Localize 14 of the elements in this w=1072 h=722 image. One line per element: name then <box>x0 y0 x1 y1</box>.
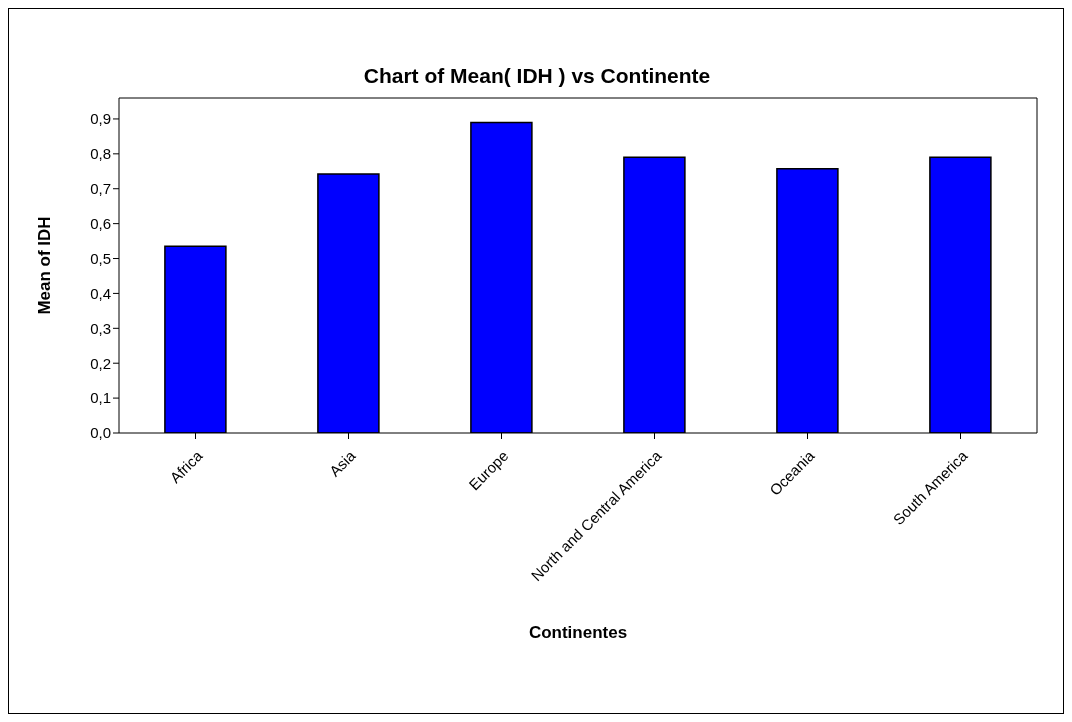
y-tick-label: 0,5 <box>90 249 111 267</box>
y-axis-title: Mean of IDH <box>35 216 55 315</box>
chart-title: Chart of Mean( IDH ) vs Continente <box>362 64 712 88</box>
y-tick-label: 0,0 <box>90 424 111 442</box>
y-tick-label: 0,2 <box>90 354 111 372</box>
y-tick-label: 0,6 <box>90 214 111 232</box>
x-tick-label: Asia <box>325 446 359 480</box>
y-tick-label: 0,8 <box>90 145 111 163</box>
y-tick-label: 0,1 <box>90 389 111 407</box>
x-axis-title: Continentes <box>528 623 628 642</box>
y-tick-label: 0,9 <box>90 110 111 128</box>
y-tick-label: 0,7 <box>90 180 111 198</box>
y-tick-label: 0,4 <box>90 284 111 302</box>
y-tick-label: 0,3 <box>90 319 111 337</box>
